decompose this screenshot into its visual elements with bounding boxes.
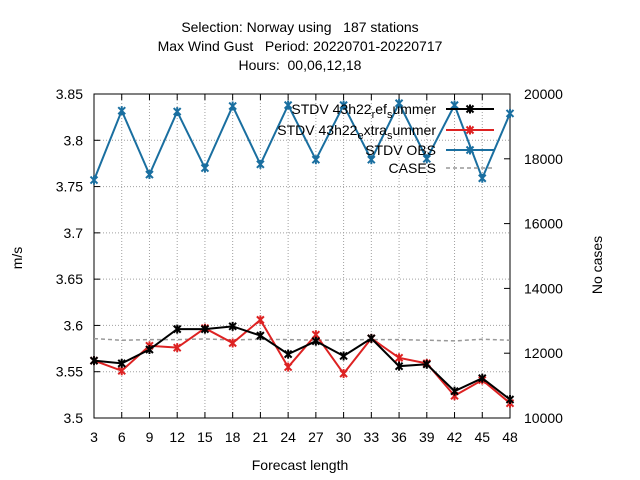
x-tick-label: 27 (308, 429, 324, 445)
y2-axis-label: No cases (589, 236, 605, 294)
series-0 (89, 321, 515, 404)
series-line (93, 318, 511, 404)
series-1 (89, 315, 515, 408)
chart-title: Selection: Norway using 187 stations Max… (158, 19, 443, 73)
x-tick-label: 21 (253, 429, 269, 445)
legend-item-3: CASES (389, 160, 494, 176)
data-point (283, 362, 293, 372)
legend-item-0: STDV 43h22refsummer (291, 101, 494, 121)
data-point (89, 356, 99, 366)
data-point (256, 315, 265, 325)
data-point (505, 108, 515, 118)
plot-frame (93, 93, 511, 419)
y2-tick-label: 12000 (524, 345, 563, 361)
y-tick-label: 3.55 (56, 364, 83, 380)
data-point (394, 98, 404, 108)
data-point (478, 373, 487, 383)
y2-tick-label: 14000 (524, 280, 563, 296)
x-tick-label: 3 (90, 429, 98, 445)
legend-label: STDV 43h22extrasummer (277, 122, 436, 142)
series-line (93, 101, 511, 181)
y-tick-label: 3.75 (56, 179, 83, 195)
data-point (228, 101, 237, 111)
y2-tick-label: 16000 (524, 216, 563, 232)
x-tick-label: 12 (169, 429, 185, 445)
x-tick-label: 24 (280, 429, 296, 445)
legend-marker (465, 104, 475, 114)
title-line-3: Hours: 00,06,12,18 (239, 57, 362, 73)
y-tick-label: 3.6 (64, 317, 84, 333)
x-tick-label: 33 (364, 429, 380, 445)
legend-marker (465, 145, 475, 155)
data-point (228, 321, 237, 331)
data-point (117, 358, 126, 368)
legend-item-2: STDV OBS (365, 142, 494, 158)
x-tick-label: 30 (336, 429, 352, 445)
title-line-1: Selection: Norway using 187 stations (181, 19, 418, 35)
data-point (311, 155, 321, 165)
series-line (93, 325, 511, 401)
y-tick-label: 3.85 (56, 86, 83, 102)
y-axis-label: m/s (9, 247, 25, 270)
data-point (145, 170, 154, 180)
data-point (478, 173, 487, 183)
legend-marker (465, 125, 475, 135)
series (89, 98, 515, 408)
x-tick-label: 45 (474, 429, 490, 445)
legend-label: CASES (389, 160, 436, 176)
data-point (339, 100, 348, 110)
series-2 (89, 98, 515, 185)
x-axis-label: Forecast length (252, 457, 349, 473)
y-tick-label: 3.8 (64, 132, 84, 148)
x-tick-label: 42 (447, 429, 463, 445)
data-point (172, 343, 182, 353)
data-point (367, 333, 376, 343)
data-point (367, 155, 376, 165)
series-line (93, 337, 511, 342)
data-point (200, 163, 210, 173)
legend-label: STDV 43h22refsummer (291, 101, 436, 121)
x-tick-label: 39 (419, 429, 435, 445)
x-tick-label: 9 (146, 429, 154, 445)
x-tick-label: 6 (118, 429, 126, 445)
data-point (117, 106, 126, 116)
data-point (394, 353, 404, 363)
data-point (339, 369, 348, 379)
data-point (422, 154, 432, 164)
data-point (228, 338, 237, 348)
data-point (172, 324, 182, 334)
title-line-2: Max Wind Gust Period: 20220701-20220717 (158, 38, 443, 54)
x-tick-label: 18 (225, 429, 241, 445)
y-tick-label: 3.5 (64, 410, 84, 426)
x-tick-label: 36 (391, 429, 407, 445)
axes: 3 6 9 12 15 18 21 24 27 30 33 36 39 42 45 483.53.553.63… (56, 86, 563, 445)
legend-label: STDV OBS (365, 142, 436, 158)
y2-tick-label: 20000 (524, 86, 563, 102)
data-point (89, 175, 99, 185)
data-point (283, 349, 293, 359)
x-tick-label: 15 (197, 429, 213, 445)
y-tick-label: 3.65 (56, 271, 83, 287)
data-point (256, 159, 265, 169)
y2-tick-label: 18000 (524, 151, 563, 167)
grid (94, 94, 510, 418)
data-point (172, 107, 182, 117)
y2-tick-label: 10000 (524, 410, 563, 426)
series-3 (93, 337, 511, 342)
data-point (145, 344, 154, 354)
legend-item-1: STDV 43h22extrasummer (277, 122, 494, 142)
data-point (283, 100, 293, 110)
data-point (450, 386, 459, 396)
data-point (394, 361, 404, 371)
data-point (422, 359, 432, 369)
data-point (505, 394, 515, 404)
data-point (339, 351, 348, 361)
data-point (311, 336, 321, 346)
data-point (200, 324, 210, 334)
y-tick-label: 3.7 (64, 225, 84, 241)
data-point (256, 331, 265, 341)
x-tick-label: 48 (502, 429, 518, 445)
